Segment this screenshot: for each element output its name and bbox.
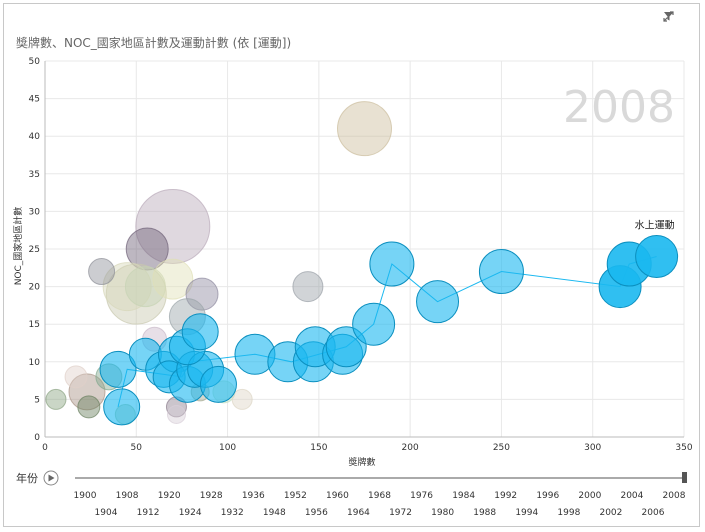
year-tick[interactable]: 1984 — [452, 491, 475, 501]
x-tick-label: 300 — [584, 443, 601, 453]
year-tick[interactable]: 1960 — [326, 491, 349, 501]
year-tick[interactable]: 1932 — [221, 508, 244, 518]
x-axis: 0 50 100 150 200 250 300 350 — [42, 443, 693, 453]
year-tick[interactable]: 2000 — [578, 491, 601, 501]
y-tick-label: 0 — [34, 433, 40, 443]
year-tick[interactable]: 1904 — [95, 508, 118, 518]
year-tick[interactable]: 1972 — [389, 508, 412, 518]
other-bubble[interactable] — [152, 258, 194, 300]
other-bubble[interactable] — [45, 388, 67, 410]
y-tick-label: 5 — [34, 395, 40, 405]
highlight-bubble[interactable] — [99, 350, 137, 388]
y-tick-label: 15 — [29, 320, 40, 330]
highlight-bubble[interactable] — [416, 280, 460, 324]
other-bubble[interactable] — [292, 271, 324, 303]
y-tick-label: 10 — [29, 358, 41, 368]
year-tick[interactable]: 1948 — [263, 508, 286, 518]
play-axis-thumb[interactable] — [682, 472, 687, 483]
year-tick[interactable]: 1994 — [515, 508, 538, 518]
annotations: 水上運動 — [635, 219, 675, 232]
other-bubble[interactable] — [77, 395, 101, 419]
y-axis-label: NOC_國家地區計數 — [12, 207, 24, 286]
other-sport-bubbles — [45, 101, 392, 425]
year-tick[interactable]: 1980 — [431, 508, 454, 518]
highlight-bubble[interactable] — [478, 249, 524, 295]
year-tick[interactable]: 2004 — [620, 491, 643, 501]
y-tick-label: 35 — [29, 170, 40, 180]
other-bubble[interactable] — [135, 188, 211, 264]
y-tick-label: 20 — [29, 283, 41, 293]
y-tick-label: 50 — [29, 57, 41, 67]
x-tick-label: 350 — [675, 443, 692, 453]
play-axis-label: 年份 — [16, 471, 38, 485]
year-tick[interactable]: 2006 — [642, 508, 665, 518]
year-tick[interactable]: 1956 — [305, 508, 328, 518]
other-bubble[interactable] — [185, 277, 219, 311]
year-tick[interactable]: 1900 — [74, 491, 97, 501]
highlight-bubble[interactable] — [635, 235, 679, 279]
year-tick[interactable]: 1908 — [116, 491, 139, 501]
y-tick-label: 25 — [29, 245, 40, 255]
highlight-bubble[interactable] — [352, 302, 396, 346]
year-ticks[interactable]: 1900 1908 1920 1928 1936 1952 1960 1968 1976 1984… — [74, 491, 686, 518]
y-tick-label: 40 — [29, 132, 41, 142]
year-tick[interactable]: 1998 — [557, 508, 580, 518]
y-tick-label: 45 — [29, 95, 40, 105]
x-tick-label: 0 — [42, 443, 48, 453]
other-bubble[interactable] — [337, 101, 392, 157]
year-tick[interactable]: 1992 — [494, 491, 517, 501]
play-icon[interactable] — [43, 470, 59, 486]
visual-toolbar — [663, 11, 689, 22]
year-tick[interactable]: 1964 — [347, 508, 370, 518]
current-year-watermark: 2008 — [563, 82, 675, 133]
expand-icon[interactable] — [663, 11, 689, 22]
year-tick[interactable]: 1928 — [200, 491, 223, 501]
chart-title: 獎牌數、NOC_國家地區計數及運動計數 (依 [運動]) — [16, 36, 292, 50]
x-tick-label: 150 — [310, 443, 327, 453]
year-tick[interactable]: 1924 — [179, 508, 202, 518]
x-tick-label: 100 — [219, 443, 236, 453]
highlight-bubbles — [99, 235, 679, 426]
year-tick[interactable]: 1912 — [137, 508, 160, 518]
chart-visual: 獎牌數、NOC_國家地區計數及運動計數 (依 [運動]) — [3, 3, 700, 527]
year-tick[interactable]: 1988 — [473, 508, 496, 518]
annotation-label: 水上運動 — [635, 219, 675, 232]
y-tick-label: 30 — [29, 207, 41, 217]
year-tick[interactable]: 1952 — [284, 491, 307, 501]
other-bubble[interactable] — [166, 404, 186, 424]
highlight-bubble[interactable] — [103, 388, 141, 426]
year-tick[interactable]: 1968 — [368, 491, 391, 501]
other-bubble[interactable] — [125, 227, 169, 271]
highlight-bubble[interactable] — [181, 313, 219, 351]
highlight-bubble[interactable] — [199, 365, 237, 403]
x-tick-label: 200 — [402, 443, 419, 453]
year-tick[interactable]: 1936 — [242, 491, 265, 501]
year-tick[interactable]: 1920 — [158, 491, 181, 501]
other-bubble[interactable] — [124, 266, 166, 308]
year-tick[interactable]: 1996 — [536, 491, 559, 501]
other-bubble[interactable] — [102, 262, 152, 312]
x-tick-label: 50 — [131, 443, 143, 453]
year-tick[interactable]: 1976 — [410, 491, 433, 501]
y-axis: 0 5 10 15 20 25 30 35 40 45 50 — [29, 57, 41, 443]
year-tick[interactable]: 2002 — [599, 508, 622, 518]
x-tick-label: 250 — [493, 443, 510, 453]
x-axis-label: 獎牌數 — [348, 456, 375, 468]
other-bubble[interactable] — [231, 388, 253, 410]
year-tick[interactable]: 2008 — [663, 491, 686, 501]
other-bubble[interactable] — [88, 258, 116, 286]
highlight-bubble[interactable] — [369, 241, 415, 287]
other-bubble[interactable] — [64, 365, 88, 389]
